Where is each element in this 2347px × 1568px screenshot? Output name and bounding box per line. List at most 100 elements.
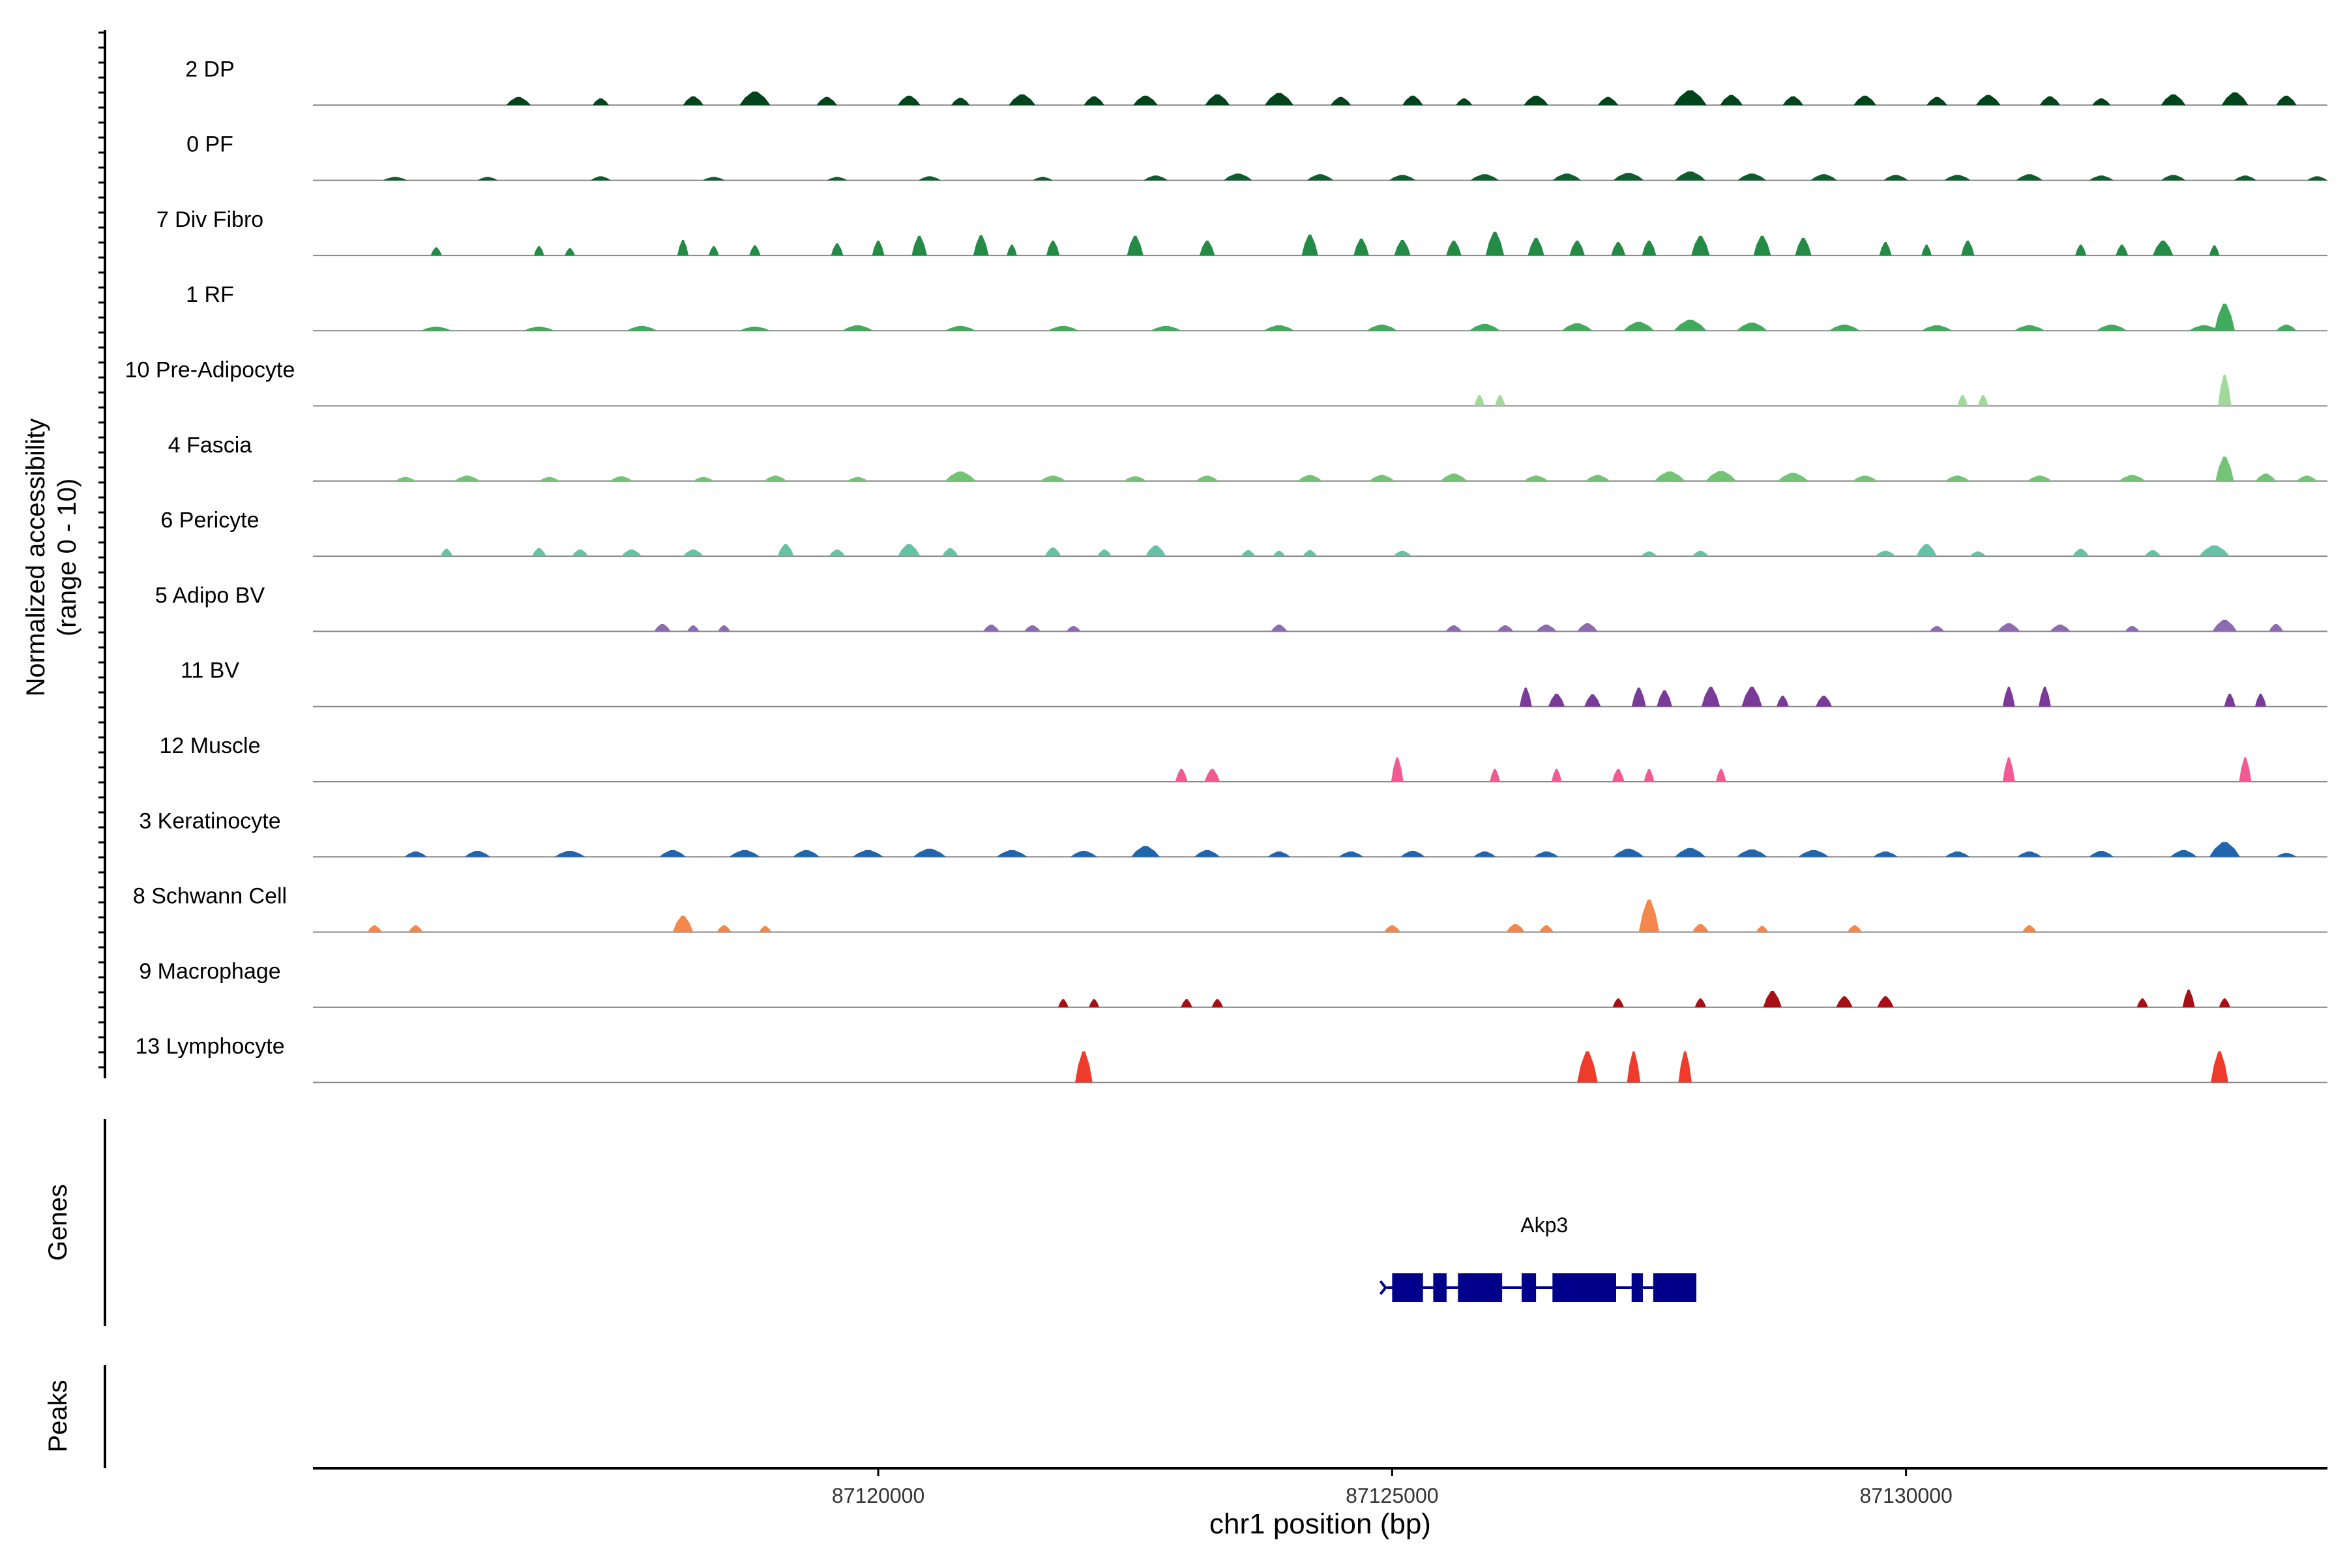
coverage-peak-3-keratinocyte [2089, 851, 2114, 857]
coverage-peak-4-fascia [1123, 476, 1147, 481]
coverage-peak-4-fascia [1852, 475, 1878, 481]
coverage-peak-7-div-fibro [1446, 241, 1462, 256]
coverage-peak-9-macrophage [1058, 999, 1069, 1007]
coverage-y-axis-ticks [98, 31, 105, 1069]
coverage-peak-8-schwann-cell [408, 925, 423, 932]
coverage-peak-3-keratinocyte [404, 851, 427, 857]
coverage-peak-11-bv [1519, 687, 1532, 707]
coverage-peak-0-pf [2089, 175, 2114, 181]
coverage-peak-6-pericyte [1916, 544, 1937, 557]
coverage-peak-2-dp [592, 98, 609, 106]
coverage-peak-10-pre-adipocyte [1957, 394, 1968, 406]
coverage-peak-5-adipo-bv [654, 624, 671, 632]
coverage-peak-3-keratinocyte [913, 848, 947, 857]
coverage-peak-0-pf [2161, 175, 2186, 181]
coverage-peak-0-pf [918, 176, 941, 181]
track-label-4-fascia: 4 Fascia [168, 433, 252, 458]
coverage-peak-2-dp [2092, 98, 2111, 106]
coverage-peak-2-dp [1205, 94, 1230, 106]
coverage-peak-6-pericyte [1097, 549, 1112, 557]
gene-exon [1392, 1273, 1423, 1302]
coverage-peak-7-div-fibro [1879, 242, 1892, 256]
coverage-peak-1-rf [945, 325, 976, 331]
coverage-peak-1-rf [1150, 325, 1182, 331]
coverage-peak-4-fascia [1705, 471, 1737, 481]
coverage-peak-12-muscle [1551, 769, 1562, 782]
coverage-peak-7-div-fibro [872, 241, 885, 256]
coverage-peak-7-div-fibro [2209, 245, 2220, 256]
coverage-peak-0-pf [590, 176, 612, 181]
coverage-peak-0-pf [1223, 173, 1252, 181]
coverage-peak-2-dp [1975, 95, 2001, 106]
coverage-peak-1-rf [626, 325, 658, 331]
coverage-peak-9-macrophage [1763, 991, 1782, 1007]
coverage-peak-5-adipo-bv [1997, 623, 2020, 632]
coverage-peak-12-muscle [1644, 769, 1655, 782]
coverage-peak-2-dp [1456, 98, 1473, 106]
coverage-peak-7-div-fibro [911, 235, 927, 256]
coverage-peak-7-div-fibro [1611, 242, 1626, 256]
coverage-peak-1-rf [1674, 319, 1707, 331]
coverage-peak-2-dp [2276, 95, 2297, 106]
coverage-peak-1-rf [1921, 325, 1953, 331]
coverage-peak-6-pericyte [2198, 545, 2230, 557]
coverage-peak-2-dp [816, 96, 837, 106]
coverage-peak-4-fascia [2215, 456, 2234, 481]
coverage-peak-0-pf [383, 177, 407, 181]
coverage-peak-5-adipo-bv [1536, 625, 1557, 632]
coverage-peak-3-keratinocyte [1533, 851, 1559, 857]
coverage-peak-4-fascia [1368, 475, 1395, 481]
coverage-peak-3-keratinocyte [1873, 851, 1898, 857]
coverage-peak-1-rf [1048, 325, 1079, 331]
coverage-peak-3-keratinocyte [2016, 851, 2042, 857]
coverage-peak-13-lymphocyte [1627, 1051, 1641, 1083]
coverage-peak-6-pericyte [1393, 550, 1412, 557]
coverage-peak-11-bv [1815, 696, 1833, 707]
coverage-peak-4-fascia [1297, 475, 1323, 481]
coverage-peak-6-pericyte [2144, 550, 2161, 557]
gene-exon [1458, 1273, 1503, 1302]
coverage-peak-9-macrophage [1612, 998, 1624, 1007]
coverage-peak-4-fascia [1945, 475, 1970, 481]
coverage-peak-2-dp [739, 91, 771, 106]
coverage-peak-10-pre-adipocyte [2218, 374, 2232, 406]
coverage-peak-6-pericyte [1640, 551, 1658, 557]
coverage-peak-4-fascia [945, 471, 976, 481]
coverage-peak-8-schwann-cell [1539, 925, 1554, 932]
coverage-peak-5-adipo-bv [2050, 625, 2071, 632]
coverage-peak-2-dp [951, 97, 970, 106]
track-label-7-div-fibro: 7 Div Fibro [156, 207, 263, 232]
coverage-peak-3-keratinocyte [1400, 851, 1425, 857]
coverage-peak-9-macrophage [1877, 996, 1894, 1007]
coverage-peak-2-dp [1597, 96, 1619, 106]
coverage-peak-8-schwann-cell [672, 915, 694, 932]
genes-panel-label: Genes [44, 1184, 72, 1261]
coverage-peak-7-div-fibro [2153, 241, 2174, 256]
coverage-peak-11-bv [1741, 687, 1762, 707]
coverage-peak-8-schwann-cell [716, 925, 731, 932]
coverage-peak-7-div-fibro [1394, 240, 1411, 256]
coverage-peak-5-adipo-bv [2212, 619, 2237, 632]
track-areas [367, 90, 2327, 1083]
gene-model-akp3 [1379, 1273, 1697, 1302]
coverage-peak-7-div-fibro [1353, 239, 1369, 256]
coverage-peak-7-div-fibro [831, 243, 844, 256]
coverage-peak-8-schwann-cell [1638, 899, 1660, 932]
y-axis-label-line2: (range 0 - 10) [53, 479, 81, 636]
coverage-peak-3-keratinocyte [793, 850, 820, 857]
coverage-peak-5-adipo-bv [1445, 625, 1462, 632]
coverage-peak-4-fascia [2296, 475, 2318, 481]
track-label-3-keratinocyte: 3 Keratinocyte [139, 808, 280, 833]
x-tick-label: 87120000 [832, 1484, 924, 1507]
coverage-peak-0-pf [1737, 173, 1767, 181]
coverage-peak-1-rf [2014, 325, 2045, 331]
coverage-peak-4-fascia [395, 477, 416, 481]
coverage-peak-8-schwann-cell [1383, 925, 1400, 932]
coverage-peak-7-div-fibro [1691, 235, 1710, 256]
coverage-peak-4-fascia [1040, 475, 1066, 481]
coverage-peak-4-fascia [1440, 473, 1468, 481]
coverage-peak-3-keratinocyte [1736, 849, 1767, 857]
coverage-peak-3-keratinocyte [1130, 846, 1160, 857]
track-label-12-muscle: 12 Muscle [160, 733, 261, 758]
coverage-peak-1-rf [524, 327, 555, 331]
